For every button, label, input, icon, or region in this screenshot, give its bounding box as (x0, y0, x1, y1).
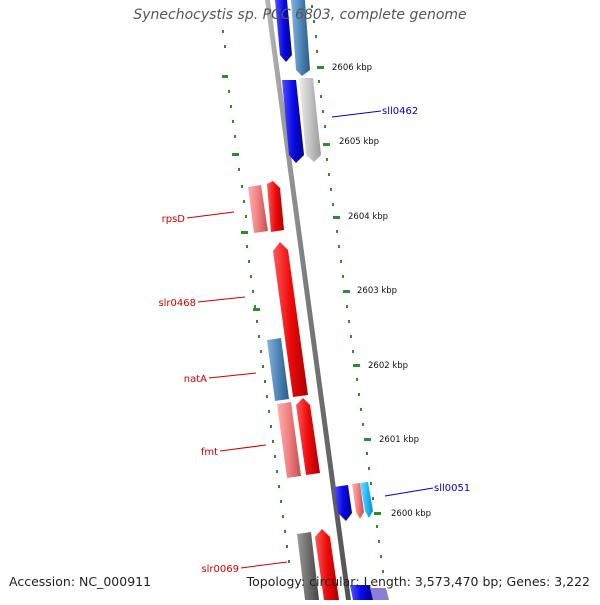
gene-label-rpsD[interactable]: rpsD (162, 214, 186, 225)
gene-label-fmt[interactable]: fmt (201, 447, 218, 458)
label-leaders (186, 110, 434, 569)
leader-rpsD (186, 211, 235, 219)
ruler-labels: 2606 kbp 2605 kbp 2604 kbp 2603 kbp 2602… (332, 63, 431, 519)
ruler-label-2603: 2603 kbp (357, 286, 397, 296)
leader-fmt (219, 444, 267, 452)
gene-arrow-blue-bottom[interactable] (350, 585, 373, 600)
leader-natA (208, 372, 257, 379)
gene-label-sll0462[interactable]: sll0462 (382, 106, 418, 117)
gene-arrow-natA[interactable] (267, 338, 289, 401)
gene-arrow-rpsD[interactable] (267, 181, 284, 232)
gene-arrow-blue-top[interactable] (275, 0, 292, 62)
gene-arrow-purple-bottom[interactable] (370, 588, 389, 600)
ruler-label-2606: 2606 kbp (332, 63, 372, 73)
gene-arrow-steel-top[interactable] (291, 0, 310, 76)
accession-text: Accession: NC_000911 (9, 574, 152, 589)
leader-slr0468 (197, 296, 246, 303)
ruler-dots-left (222, 30, 290, 563)
ruler-dots-right (311, 5, 384, 573)
reverse-genes (248, 181, 339, 600)
gene-arrow-fmt[interactable] (277, 402, 301, 478)
ruler-ticks-right (317, 66, 381, 515)
gene-label-slr0069[interactable]: slr0069 (201, 564, 239, 575)
gene-arrow-slr0468[interactable] (273, 242, 308, 397)
gene-label-natA[interactable]: natA (184, 374, 207, 385)
leader-sll0051 (384, 487, 434, 497)
gene-arrow-sll0051-cyan[interactable] (360, 482, 373, 518)
leader-sll0462 (331, 110, 382, 118)
gene-arrow-dark-gray[interactable] (297, 532, 319, 600)
gene-label-sll0051[interactable]: sll0051 (434, 483, 470, 494)
genome-backbone (265, 0, 351, 600)
ruler-ticks-left (222, 75, 260, 311)
ruler-label-2604: 2604 kbp (348, 212, 388, 222)
gene-arrow-sll0051-blue[interactable] (334, 485, 352, 521)
forward-genes (275, 0, 389, 600)
gene-arrow-slr0069[interactable] (315, 529, 339, 600)
ruler-label-2602: 2602 kbp (368, 361, 408, 371)
gene-labels: sll0462 sll0051 rpsD slr0468 natA fmt sl… (158, 106, 470, 575)
map-title: Synechocystis sp. PCC 6803, complete gen… (133, 7, 467, 23)
gene-arrow-fmt-red[interactable] (296, 398, 320, 475)
gene-arrow-sll0462[interactable] (282, 80, 304, 163)
gene-label-slr0468[interactable]: slr0468 (158, 298, 196, 309)
ruler-label-2601: 2601 kbp (379, 435, 419, 445)
gene-arrow-rpsD-salmon[interactable] (248, 185, 268, 233)
leader-slr0069 (240, 561, 288, 569)
ruler-label-2605: 2605 kbp (339, 137, 379, 147)
gene-arrow-gray[interactable] (299, 78, 321, 162)
ruler-label-2600: 2600 kbp (391, 509, 431, 519)
genome-summary-text: Topology: circular; Length: 3,573,470 bp… (246, 574, 590, 589)
gene-arrow-sll0051-salmon[interactable] (352, 483, 364, 519)
